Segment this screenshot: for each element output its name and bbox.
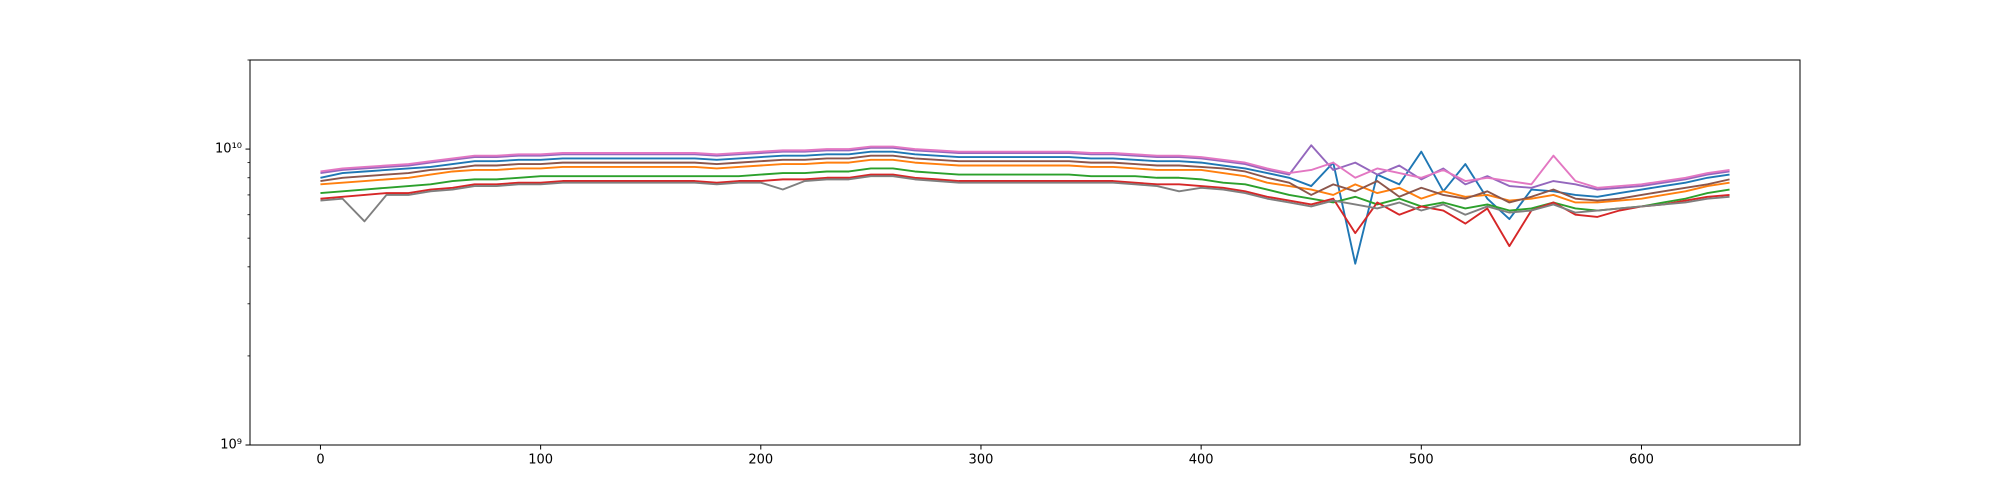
x-tick-label: 400 <box>1189 453 1214 468</box>
data-line <box>320 150 1730 265</box>
y-tick-label: 10⁹ <box>220 438 242 453</box>
x-tick-label: 200 <box>748 453 773 468</box>
x-tick-label: 300 <box>969 453 994 468</box>
data-line <box>320 154 1730 204</box>
x-tick-label: 100 <box>528 453 553 468</box>
x-tick-label: 600 <box>1629 453 1654 468</box>
x-tick-label: 0 <box>316 453 324 468</box>
plot-frame <box>249 59 1801 446</box>
data-line <box>320 158 1730 204</box>
data-line <box>320 167 1730 212</box>
x-tick-label: 500 <box>1409 453 1434 468</box>
data-line <box>320 145 1730 189</box>
data-line <box>320 173 1730 248</box>
data-line <box>320 175 1730 223</box>
y-tick-label: 10¹⁰ <box>215 142 242 157</box>
